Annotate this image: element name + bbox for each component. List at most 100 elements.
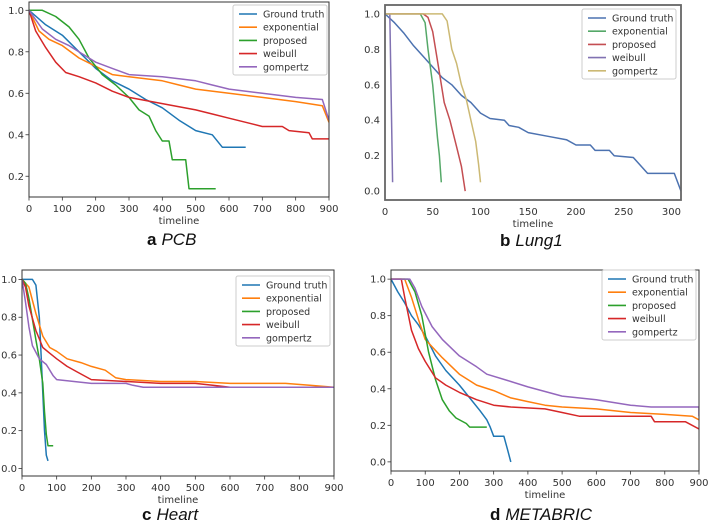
x-tick-label: 500 xyxy=(186,483,205,494)
x-tick-label: 0 xyxy=(19,483,25,494)
series-line-gompertz xyxy=(391,278,699,417)
legend-box xyxy=(232,4,328,76)
series-line-proposed xyxy=(22,278,54,447)
caption-b: b Lung1 xyxy=(500,231,563,251)
series-line-weibull xyxy=(22,279,334,388)
legend-label: gompertz xyxy=(612,66,658,77)
x-tick-label: 600 xyxy=(587,478,606,489)
legend: Ground truth exponential proposed weibull go… xyxy=(232,4,328,76)
y-tick-label: 0.2 xyxy=(370,421,386,432)
legend-label: gompertz xyxy=(632,327,678,338)
x-tick-label: 0 xyxy=(382,207,388,218)
legend-label: weibull xyxy=(612,53,646,64)
legend-label: proposed xyxy=(632,301,676,312)
x-tick-label: 800 xyxy=(286,204,305,215)
y-tick-label: 0.2 xyxy=(364,151,380,162)
legend-box xyxy=(601,269,697,341)
y-tick-label: 0.0 xyxy=(370,457,386,468)
caption-name: METABRIC xyxy=(505,505,592,524)
legend-label: gompertz xyxy=(266,333,312,344)
caption-letter: b xyxy=(500,231,511,250)
legend-label: weibull xyxy=(632,314,666,325)
x-tick-label: 700 xyxy=(255,483,274,494)
caption-name: Lung1 xyxy=(515,231,563,250)
series-line-gompertz xyxy=(29,9,329,121)
caption-a: a PCB xyxy=(147,230,196,250)
series-line-exponential xyxy=(385,13,443,183)
caption-d: d METABRIC xyxy=(490,505,592,525)
axes-frame xyxy=(21,269,335,477)
legend-label: Ground truth xyxy=(612,14,673,25)
legend-label: Ground truth xyxy=(263,10,324,21)
subplot-c: 0 100 200 300 400 500 600 700 800 900 0.0 0.2 0.4 0.6… xyxy=(1,269,344,506)
legend-label: exponential xyxy=(632,288,688,299)
x-tick-label: 250 xyxy=(614,207,633,218)
y-tick-label: 1.0 xyxy=(1,275,17,286)
x-tick-label: 200 xyxy=(82,483,101,494)
y-tick-label: 1.0 xyxy=(364,9,380,20)
y-tick-label: 0.6 xyxy=(8,89,24,100)
legend-label: weibull xyxy=(266,320,300,331)
legend: Ground truth exponential proposed weibull go… xyxy=(581,8,677,80)
x-tick-label: 200 xyxy=(86,204,105,215)
subplot-b: 0 50 100 150 200 250 300 0.0 0.2 0.4 0.6 0.8 1.0 time… xyxy=(364,4,682,230)
series-line-proposed xyxy=(385,13,466,192)
x-tick-label: 400 xyxy=(153,204,172,215)
y-tick-label: 0.8 xyxy=(8,47,24,58)
series-line-gompertz xyxy=(385,13,482,183)
x-tick-label: 200 xyxy=(566,207,585,218)
series-line-ground-truth xyxy=(391,278,512,463)
series-line-proposed xyxy=(29,9,216,190)
series-line-ground-truth xyxy=(22,278,49,462)
y-tick-label: 0.4 xyxy=(364,116,380,127)
legend-label: exponential xyxy=(612,27,668,38)
series-line-ground-truth xyxy=(385,13,681,192)
y-tick-label: 0.0 xyxy=(1,464,17,475)
series-line-exponential xyxy=(22,278,334,388)
x-axis-label: timeline xyxy=(513,219,554,230)
legend-label: Ground truth xyxy=(266,281,327,292)
y-tick-label: 0.6 xyxy=(1,351,17,362)
y-tick-label: 0.2 xyxy=(8,172,24,183)
x-tick-label: 500 xyxy=(553,478,572,489)
series-line-exponential xyxy=(391,278,699,421)
caption-letter: c xyxy=(142,505,152,524)
x-tick-label: 600 xyxy=(219,204,238,215)
x-tick-label: 150 xyxy=(519,207,538,218)
x-axis-label: timeline xyxy=(159,216,200,227)
x-tick-label: 100 xyxy=(416,478,435,489)
y-tick-label: 0.4 xyxy=(370,384,386,395)
x-tick-label: 800 xyxy=(290,483,309,494)
x-tick-label: 700 xyxy=(621,478,640,489)
x-tick-label: 0 xyxy=(388,478,394,489)
x-tick-label: 200 xyxy=(450,478,469,489)
subplot-a: 0 100 200 300 400 500 600 700 800 900 0.2 0.4 0.6 0.8… xyxy=(8,1,339,227)
legend-label: Ground truth xyxy=(632,275,693,286)
legend-label: gompertz xyxy=(263,62,309,73)
y-tick-label: 1.0 xyxy=(8,6,24,17)
x-tick-label: 600 xyxy=(220,483,239,494)
legend-label: exponential xyxy=(266,294,322,305)
x-tick-label: 300 xyxy=(119,204,138,215)
subplot-d: 0 100 200 300 400 500 600 700 800 900 0.0 0.2 0.4 0.6… xyxy=(370,269,708,501)
series-line-ground-truth xyxy=(29,9,246,148)
caption-letter: d xyxy=(490,505,501,524)
series-line-weibull xyxy=(29,10,329,140)
caption-c: c Heart xyxy=(142,505,198,525)
caption-letter: a xyxy=(147,230,157,249)
x-tick-label: 400 xyxy=(518,478,537,489)
y-tick-label: 0.4 xyxy=(1,388,17,399)
legend-label: weibull xyxy=(263,49,297,60)
legend-label: proposed xyxy=(266,307,310,318)
x-tick-label: 400 xyxy=(151,483,170,494)
legend-label: proposed xyxy=(263,36,307,47)
legend: Ground truth exponential proposed weibull go… xyxy=(235,275,331,347)
y-tick-label: 0.0 xyxy=(364,187,380,198)
series-line-exponential xyxy=(29,9,329,123)
legend-label: exponential xyxy=(263,23,319,34)
caption-name: PCB xyxy=(161,230,197,249)
y-tick-label: 0.6 xyxy=(370,348,386,359)
legend-label: proposed xyxy=(612,40,656,51)
y-tick-label: 0.4 xyxy=(8,130,24,141)
series-line-gompertz xyxy=(22,279,334,388)
